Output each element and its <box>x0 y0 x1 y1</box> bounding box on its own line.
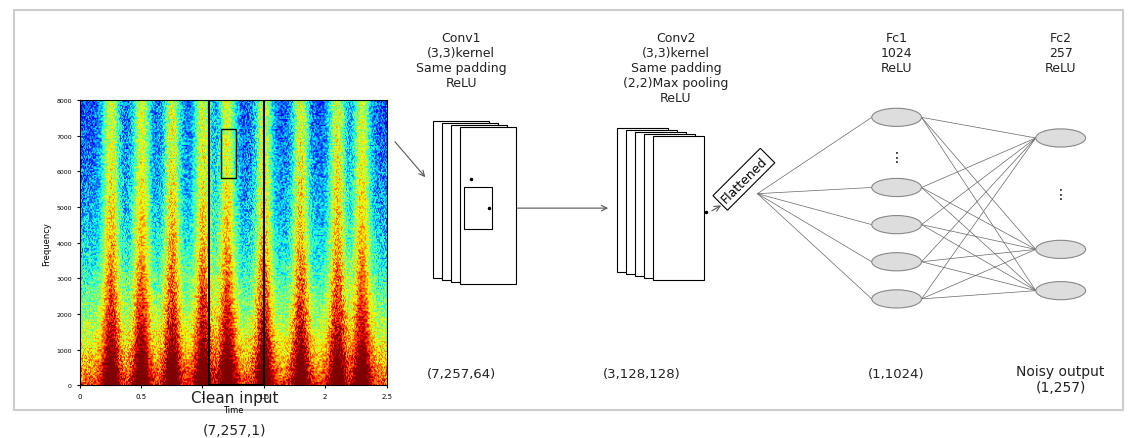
FancyBboxPatch shape <box>459 128 516 285</box>
Circle shape <box>872 179 921 197</box>
FancyBboxPatch shape <box>634 132 686 276</box>
Text: (7,257,1): (7,257,1) <box>204 423 266 437</box>
Text: Flattened: Flattened <box>719 154 770 205</box>
FancyBboxPatch shape <box>616 128 667 272</box>
Text: Fc2
257
ReLU: Fc2 257 ReLU <box>1045 32 1077 74</box>
Text: Clean input: Clean input <box>191 390 279 405</box>
Circle shape <box>872 216 921 234</box>
Circle shape <box>872 290 921 308</box>
Text: Noisy output
(1,257): Noisy output (1,257) <box>1016 364 1105 395</box>
Circle shape <box>1036 241 1086 259</box>
Bar <box>221 129 235 179</box>
Text: (7,257,64): (7,257,64) <box>426 367 496 380</box>
Circle shape <box>1036 130 1086 148</box>
Text: ⋮: ⋮ <box>889 150 904 164</box>
Text: Conv1
(3,3)kernel
Same padding
ReLU: Conv1 (3,3)kernel Same padding ReLU <box>416 32 506 89</box>
Text: (1,1024): (1,1024) <box>869 367 924 380</box>
FancyBboxPatch shape <box>451 126 507 283</box>
Circle shape <box>1036 282 1086 300</box>
Circle shape <box>872 109 921 127</box>
Y-axis label: Frequency: Frequency <box>42 221 51 265</box>
Circle shape <box>872 253 921 271</box>
FancyBboxPatch shape <box>625 131 677 275</box>
Text: ⋮: ⋮ <box>1054 187 1068 201</box>
X-axis label: Time: Time <box>223 405 243 413</box>
Text: (3,128,128): (3,128,128) <box>603 367 681 380</box>
Text: Fc1
1024
ReLU: Fc1 1024 ReLU <box>881 32 912 74</box>
FancyBboxPatch shape <box>433 122 489 279</box>
FancyBboxPatch shape <box>653 136 704 280</box>
FancyBboxPatch shape <box>644 134 695 279</box>
FancyBboxPatch shape <box>442 124 498 281</box>
Bar <box>208 101 264 385</box>
Text: Conv2
(3,3)kernel
Same padding
(2,2)Max pooling
ReLU: Conv2 (3,3)kernel Same padding (2,2)Max … <box>623 32 729 104</box>
FancyBboxPatch shape <box>464 188 491 229</box>
